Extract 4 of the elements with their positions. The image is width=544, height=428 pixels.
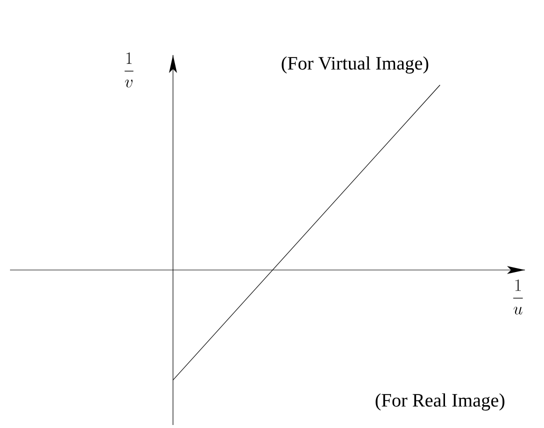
x-axis-title: $\frac{1}{u}$ — [513, 279, 523, 314]
text: (For Real Image) — [376, 393, 504, 411]
text: (For Virtual Image) — [282, 56, 428, 74]
y-axis-title: $\frac{1}{v}$ — [124, 52, 134, 88]
